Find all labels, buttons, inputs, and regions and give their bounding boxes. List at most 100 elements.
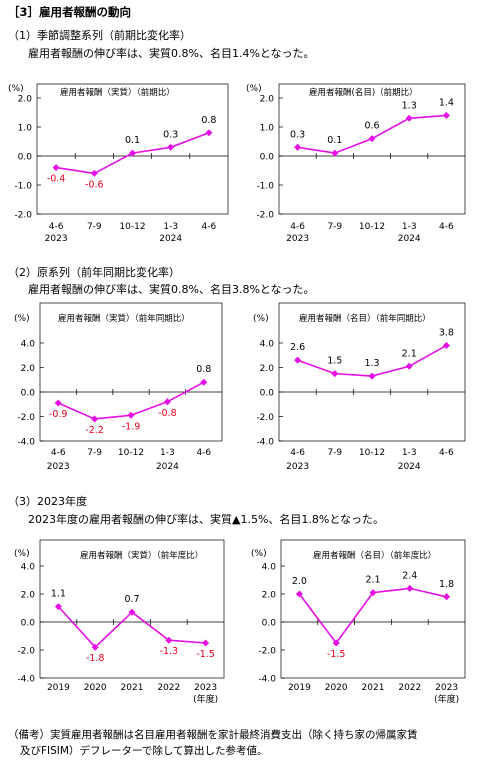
- y-tick-label: 2.0: [18, 95, 33, 105]
- data-label: 1.3: [402, 100, 417, 111]
- y-tick-label: 2.0: [21, 364, 36, 374]
- chart-nominal-fiscal-year: 雇用者報酬（名目）（前年度比） (%) 4.0 2.0 0.0 -2.0 -4.0 2019 2…: [251, 539, 466, 705]
- y-axis-unit: (%): [14, 314, 30, 324]
- data-point: [331, 149, 339, 157]
- y-axis-unit: (%): [8, 84, 24, 94]
- x-year-label: 2023: [286, 234, 309, 244]
- x-tick-label: 2020: [325, 683, 348, 693]
- data-label: 2.1: [365, 575, 380, 586]
- page-title: ［3］雇用者報酬の動向: [8, 5, 132, 19]
- plot-frame: [36, 83, 229, 215]
- x-tick-label: 2020: [84, 683, 107, 693]
- x-tick-label: 1-3: [402, 448, 417, 458]
- data-label: 0.8: [201, 115, 216, 126]
- x-tick-label: 1-3: [402, 222, 417, 232]
- x-tick-label: 2021: [121, 683, 144, 693]
- data-point: [368, 135, 376, 143]
- data-label: 1.1: [51, 589, 66, 600]
- y-tick-label: -2.0: [256, 211, 274, 221]
- data-point: [200, 378, 208, 386]
- data-point: [54, 603, 62, 611]
- chart-title: 雇用者報酬（名目）（前年同期比）: [299, 313, 431, 324]
- x-tick-label: 2023: [194, 683, 217, 693]
- y-axis-unit: (%): [251, 549, 267, 559]
- data-label: 1.8: [439, 579, 454, 590]
- y-tick-label: -4.0: [256, 438, 274, 448]
- data-point: [167, 143, 175, 151]
- chart-title: 雇用者報酬(名目)（前期比）: [309, 87, 418, 98]
- y-tick-label: -4.0: [17, 675, 35, 685]
- x-tick-label: 2022: [157, 683, 180, 693]
- y-tick-label: -1.0: [14, 182, 32, 192]
- x-tick-label: 10-12: [359, 448, 385, 458]
- x-tick-label: 10-12: [119, 222, 145, 232]
- data-point: [127, 411, 135, 419]
- y-axis-unit: (%): [246, 84, 262, 94]
- data-label: 0.6: [364, 121, 379, 132]
- x-tick-label: 10-12: [359, 222, 385, 232]
- x-tick-label: 4-6: [439, 222, 454, 232]
- y-tick-label: -4.0: [258, 675, 276, 685]
- section-2-title: （2）原系列（前年同期比変化率）: [8, 266, 180, 279]
- y-tick-label: 2.0: [260, 364, 275, 374]
- data-point: [442, 341, 450, 349]
- data-label: 1.4: [439, 97, 454, 108]
- chart-real-yoy: 雇用者報酬（実質）（前年同期比） (%) 4.0 2.0 0.0 -2.0 -4.0 4-6 2…: [14, 302, 223, 472]
- data-point: [129, 149, 136, 157]
- data-point: [405, 362, 413, 370]
- y-tick-label: 1.0: [260, 124, 275, 134]
- x-tick-label: 4-6: [49, 222, 64, 232]
- x-tick-label: 7-9: [327, 222, 342, 232]
- x-year-label: 2024: [156, 462, 179, 472]
- data-label: -2.2: [85, 425, 104, 436]
- data-point: [443, 593, 451, 601]
- data-point: [332, 639, 340, 647]
- y-tick-label: 1.0: [18, 124, 33, 134]
- data-point: [331, 370, 339, 378]
- data-point: [91, 643, 99, 651]
- data-label: 1.3: [364, 358, 379, 369]
- data-label: -0.6: [85, 179, 104, 190]
- data-point: [165, 636, 173, 644]
- section-3-title: （3）2023年度: [8, 495, 87, 508]
- x-tick-label: 4-6: [290, 222, 305, 232]
- x-tick-label: 2021: [362, 683, 385, 693]
- y-tick-label: -4.0: [17, 438, 35, 448]
- chart-title: 雇用者報酬（実質）（前期比）: [60, 87, 175, 98]
- x-year-label: 2024: [159, 234, 182, 244]
- note-line-1: （備考）実質雇用者報酬は名目雇用者報酬を家計最終消費支出（除く持ち家の帰属家賃: [8, 729, 418, 741]
- x-tick-label: 2019: [47, 683, 70, 693]
- section-1-title: （1）季節調整系列（前期比変化率）: [8, 29, 191, 42]
- plot-frame: [280, 539, 466, 679]
- chart-title: 雇用者報酬（名目）（前年度比）: [313, 550, 436, 561]
- y-tick-label: -2.0: [258, 647, 276, 657]
- data-label: 2.6: [290, 342, 305, 353]
- data-point: [91, 415, 99, 423]
- data-label: 2.0: [292, 576, 307, 587]
- x-year-label: (年度): [434, 693, 459, 705]
- data-label: 0.3: [163, 129, 178, 140]
- y-axis-unit: (%): [253, 314, 269, 324]
- y-tick-label: 4.0: [21, 340, 36, 350]
- y-tick-label: -2.0: [256, 413, 274, 423]
- x-tick-label: 4-6: [51, 448, 66, 458]
- y-tick-label: -2.0: [17, 647, 35, 657]
- data-point: [54, 399, 62, 407]
- data-point: [406, 584, 414, 592]
- data-label: 0.1: [327, 135, 342, 146]
- x-tick-label: 2022: [398, 683, 421, 693]
- x-tick-label: 7-9: [327, 448, 342, 458]
- data-label: 1.5: [327, 356, 342, 367]
- data-label: -1.5: [327, 649, 346, 660]
- data-label: -1.8: [86, 653, 105, 664]
- y-tick-label: 0.0: [260, 389, 275, 399]
- chart-title: 雇用者報酬（実質）（前年度比）: [80, 550, 203, 561]
- section-2-description: 雇用者報酬の伸び率は、実質0.8%、名目3.8%となった。: [28, 283, 315, 296]
- y-tick-label: 0.0: [18, 153, 33, 163]
- data-label: 0.7: [124, 594, 139, 605]
- chart-nominal-yoy: 雇用者報酬（名目）（前年同期比） (%) 4.0 2.0 0.0 -2.0 -4.0 4-6 2…: [253, 302, 466, 472]
- data-point: [52, 164, 60, 172]
- x-tick-label: 4-6: [196, 448, 211, 458]
- data-label: -1.5: [196, 649, 215, 660]
- x-tick-label: 1-3: [160, 448, 175, 458]
